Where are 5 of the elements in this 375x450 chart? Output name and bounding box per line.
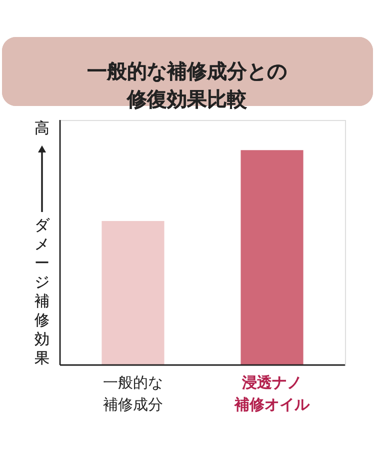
chart-title: 一般的な補修成分との修復効果比較 — [87, 59, 287, 111]
y-axis-title: ダメージ補修効果 — [34, 216, 50, 367]
x-tick-label: 浸透ナノ補修オイル — [234, 374, 311, 414]
text: 高 — [34, 119, 50, 137]
x-tick-label: 一般的な補修成分 — [102, 374, 163, 414]
